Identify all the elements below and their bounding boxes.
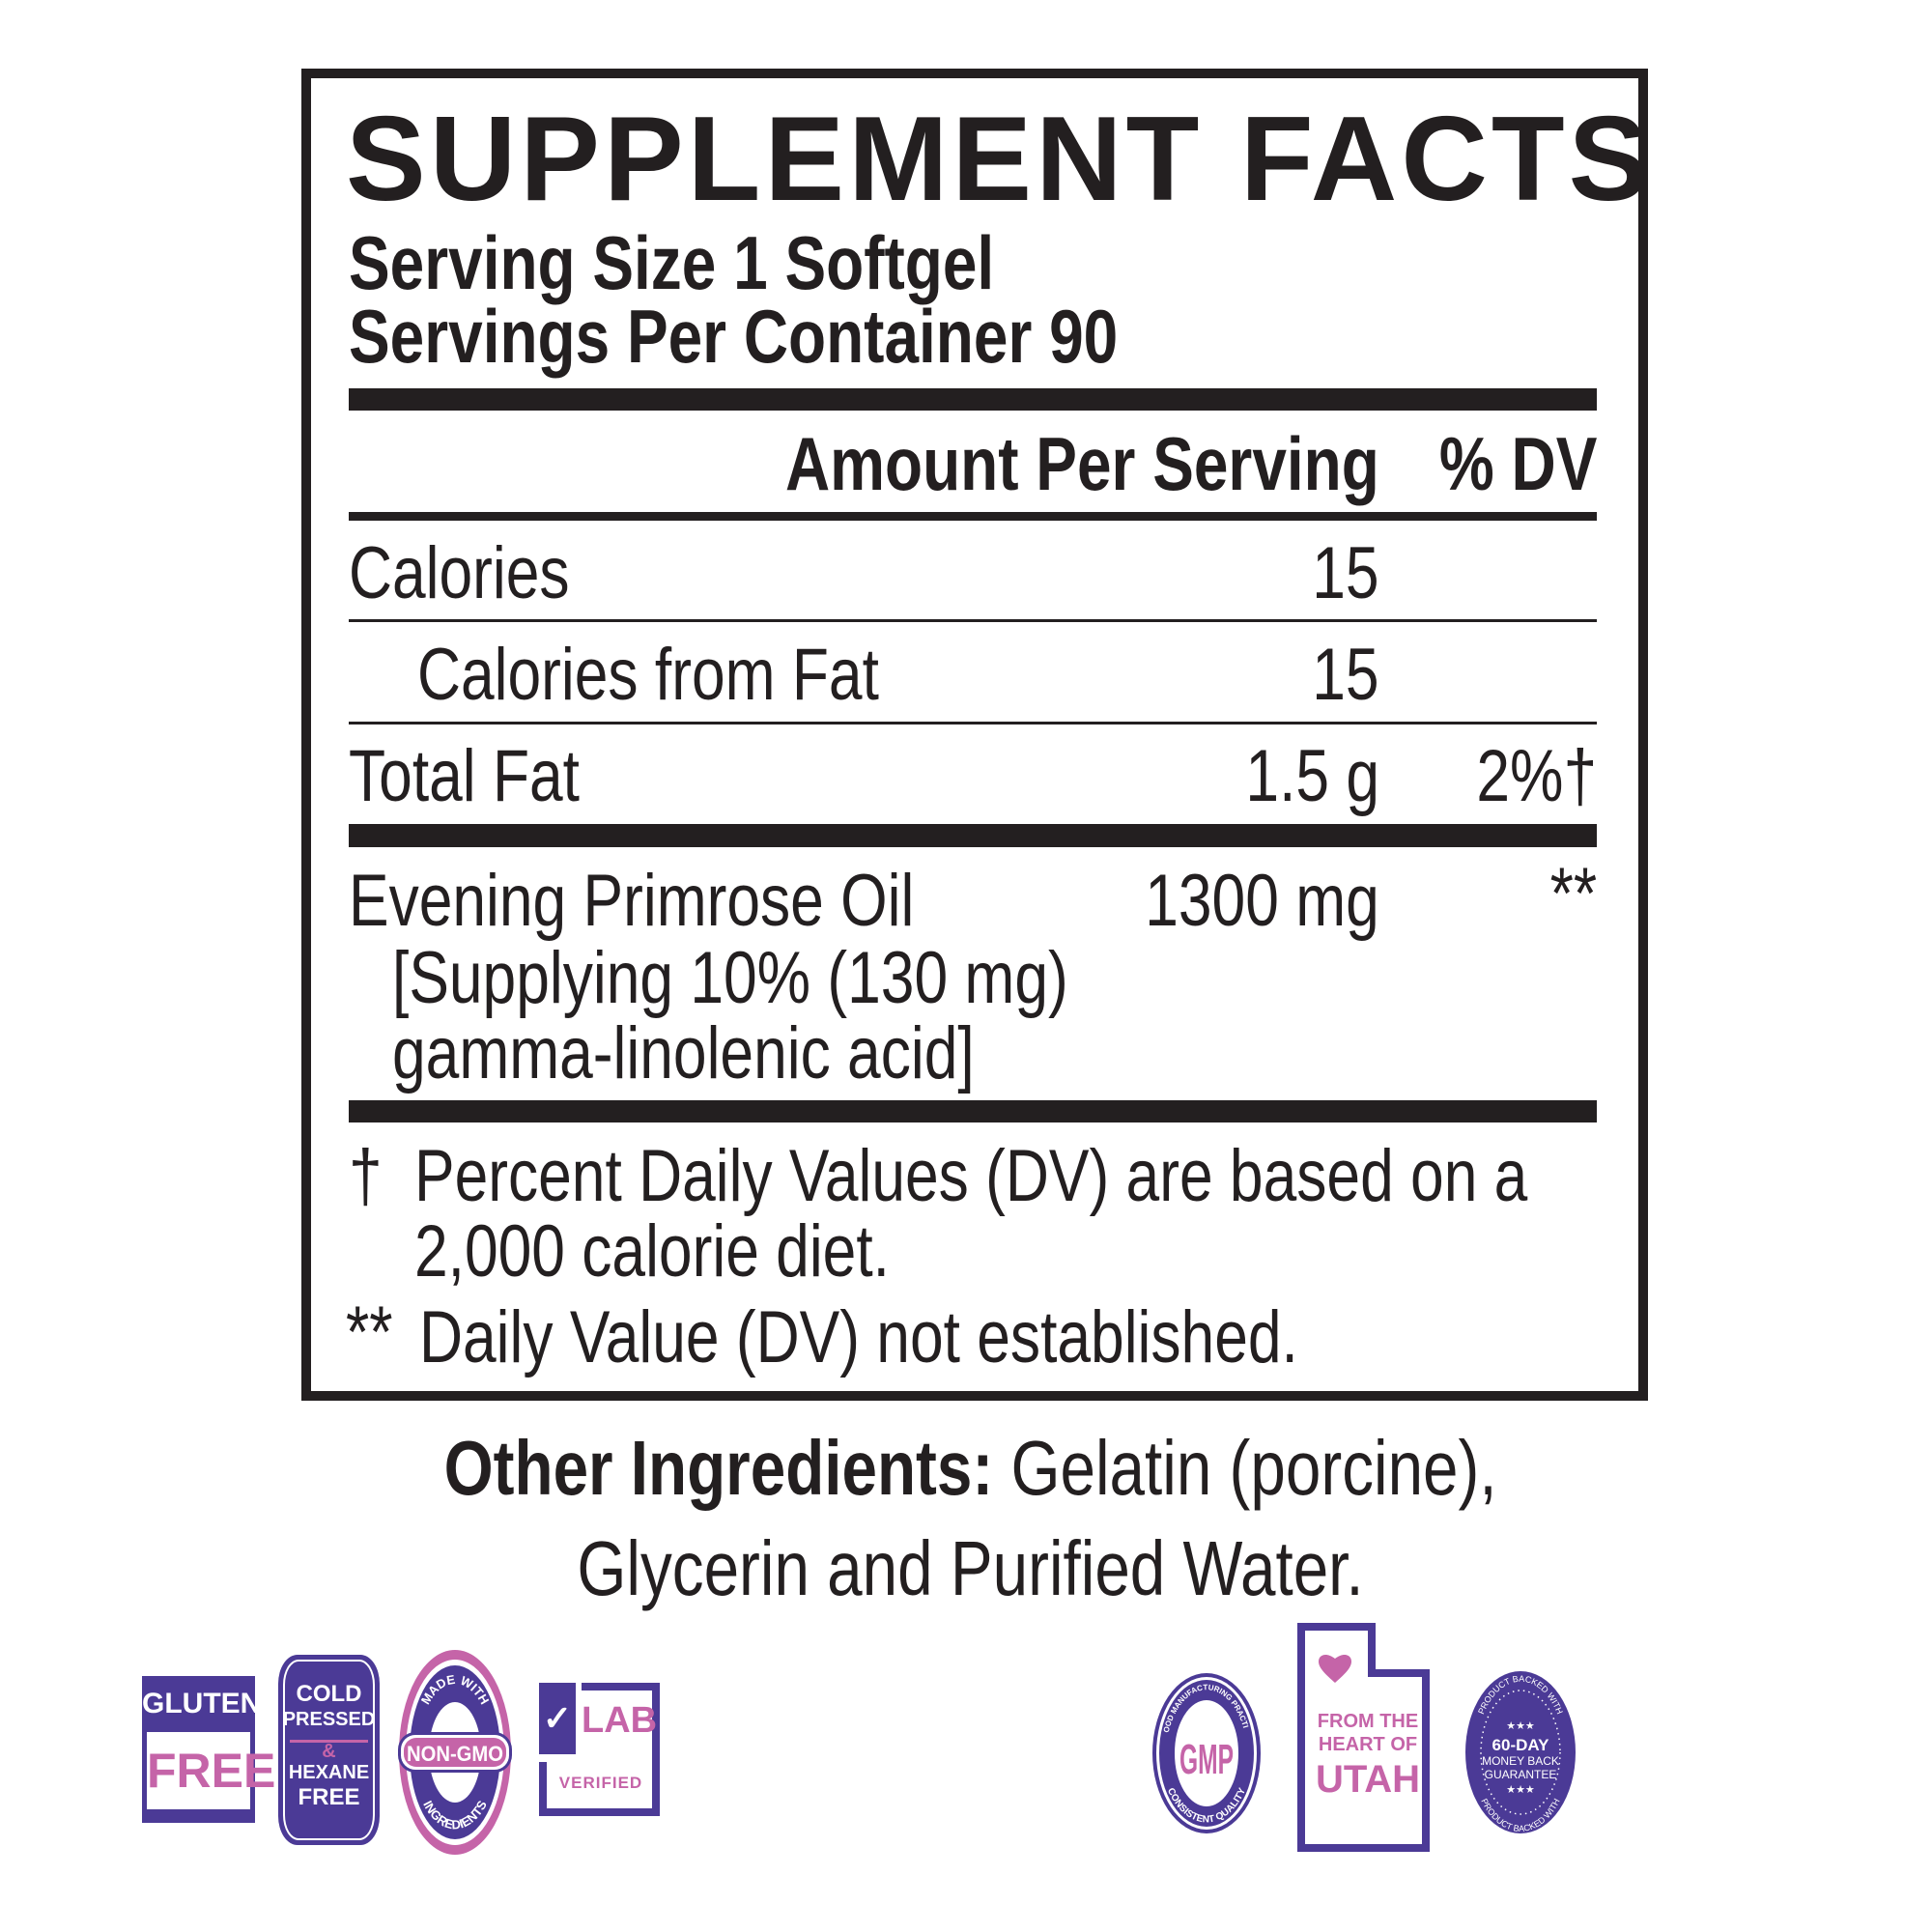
divider-medium (349, 512, 1597, 521)
divider-thin (349, 722, 1597, 724)
other-ingredients-line1: Other Ingredients: Gelatin (porcine), (0, 1428, 1932, 1509)
row-epo-sub1: [Supplying 10% (130 mg) (392, 937, 1068, 1019)
row-calories-name: Calories (349, 532, 570, 614)
heart-icon (1319, 1655, 1351, 1683)
non-gmo-badge: MADE WITH INGREDIENTS NON-GMO (398, 1650, 512, 1855)
footnote-dagger-symbol: † (349, 1135, 383, 1217)
from-the-text: FROM THE (1317, 1711, 1419, 1732)
gmp-text: GMP (1179, 1736, 1234, 1783)
stars-icon: ★★★ (1506, 1783, 1535, 1796)
checkmark-icon: ✓ (539, 1683, 576, 1754)
sixty-day-text: 60-DAY (1492, 1736, 1550, 1754)
lab-verified-badge: ✓ LAB VERIFIED (539, 1683, 660, 1816)
utah-badge (1297, 1623, 1430, 1852)
panel-title: SUPPLEMENT FACTS (346, 93, 1653, 226)
other-ingredients-text1: Gelatin (porcine), (1010, 1425, 1497, 1511)
pressed-text: PRESSED (282, 1709, 376, 1730)
row-calories-fat-name: Calories from Fat (417, 634, 879, 716)
money-back-guarantee-badge: PRODUCT BACKED WITH PRODUCT BACKED WITH … (1465, 1671, 1576, 1833)
cold-pressed-badge: COLD PRESSED & HEXANE FREE (278, 1655, 380, 1845)
utah-text: FROM THE HEART OF UTAH (1314, 1710, 1422, 1803)
servings-per-container: Servings Per Container 90 (349, 294, 1119, 379)
row-epo-name: Evening Primrose Oil (349, 860, 915, 942)
row-total-fat-dv: 2%† (1476, 735, 1597, 817)
footnote-dagger-line2: 2,000 calorie diet. (414, 1210, 890, 1293)
row-total-fat-name: Total Fat (349, 735, 581, 817)
divider-thick (349, 824, 1597, 847)
header-dv: % DV (1438, 421, 1597, 506)
non-gmo-text: NON-GMO (407, 1742, 503, 1766)
row-total-fat-amount: 1.5 g (1245, 735, 1379, 817)
other-ingredients-line2: Glycerin and Purified Water. (0, 1528, 1932, 1609)
footnote-dagger-line1: Percent Daily Values (DV) are based on a (414, 1135, 1528, 1217)
other-ingredients-text2: Glycerin and Purified Water. (577, 1525, 1365, 1611)
header-amount: Amount Per Serving (785, 421, 1379, 506)
other-ingredients-label: Other Ingredients: (444, 1425, 994, 1511)
footnote-star-symbol: ** (346, 1292, 393, 1374)
divider-thin (349, 619, 1597, 622)
money-back-text: MONEY BACK (1482, 1754, 1559, 1768)
gluten-free-badge: GLUTEN FREE (142, 1676, 275, 1823)
row-calories-amount: 15 (1312, 532, 1379, 614)
utah-label: UTAH (1315, 1758, 1421, 1801)
verified-text: VERIFIED (558, 1774, 643, 1792)
row-epo-amount: 1300 mg (1145, 860, 1379, 942)
free-text: FREE (147, 1732, 275, 1809)
cold-text: COLD (296, 1681, 362, 1707)
stars-icon: ★★★ (1506, 1719, 1535, 1732)
row-epo-sub2: gamma-linolenic acid] (392, 1012, 975, 1094)
supplement-facts-panel (301, 69, 1648, 1401)
lab-text: LAB (582, 1700, 658, 1741)
hexane-text: HEXANE (288, 1762, 370, 1783)
divider-thick (349, 388, 1597, 411)
heart-of-text: HEART OF (1318, 1734, 1418, 1755)
serving-size: Serving Size 1 Softgel (349, 220, 995, 305)
divider-thick (349, 1100, 1597, 1122)
gmp-badge: GOOD MANUFACTURING PRACTICE CONSISTENT Q… (1151, 1671, 1261, 1833)
footnote-star: Daily Value (DV) not established. (419, 1296, 1298, 1378)
guarantee-text: GUARANTEE (1485, 1768, 1557, 1781)
ampersand-text: & (290, 1740, 368, 1761)
row-epo-dv: ** (1549, 853, 1597, 935)
free-text: FREE (298, 1784, 360, 1810)
gluten-text: GLUTEN (142, 1688, 262, 1719)
row-calories-fat-amount: 15 (1312, 634, 1379, 716)
